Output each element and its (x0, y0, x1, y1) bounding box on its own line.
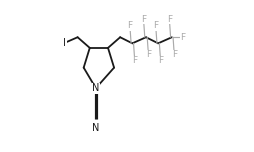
Text: N: N (92, 83, 100, 93)
Text: N: N (92, 123, 100, 133)
Text: F: F (127, 21, 132, 30)
Text: F: F (153, 21, 158, 30)
Text: F: F (146, 50, 151, 59)
Text: F: F (141, 15, 146, 24)
Text: F: F (180, 33, 185, 42)
Text: F: F (132, 56, 137, 65)
Text: F: F (158, 56, 163, 65)
Text: F: F (172, 50, 177, 59)
Text: I: I (63, 38, 66, 48)
Text: F: F (167, 15, 172, 24)
